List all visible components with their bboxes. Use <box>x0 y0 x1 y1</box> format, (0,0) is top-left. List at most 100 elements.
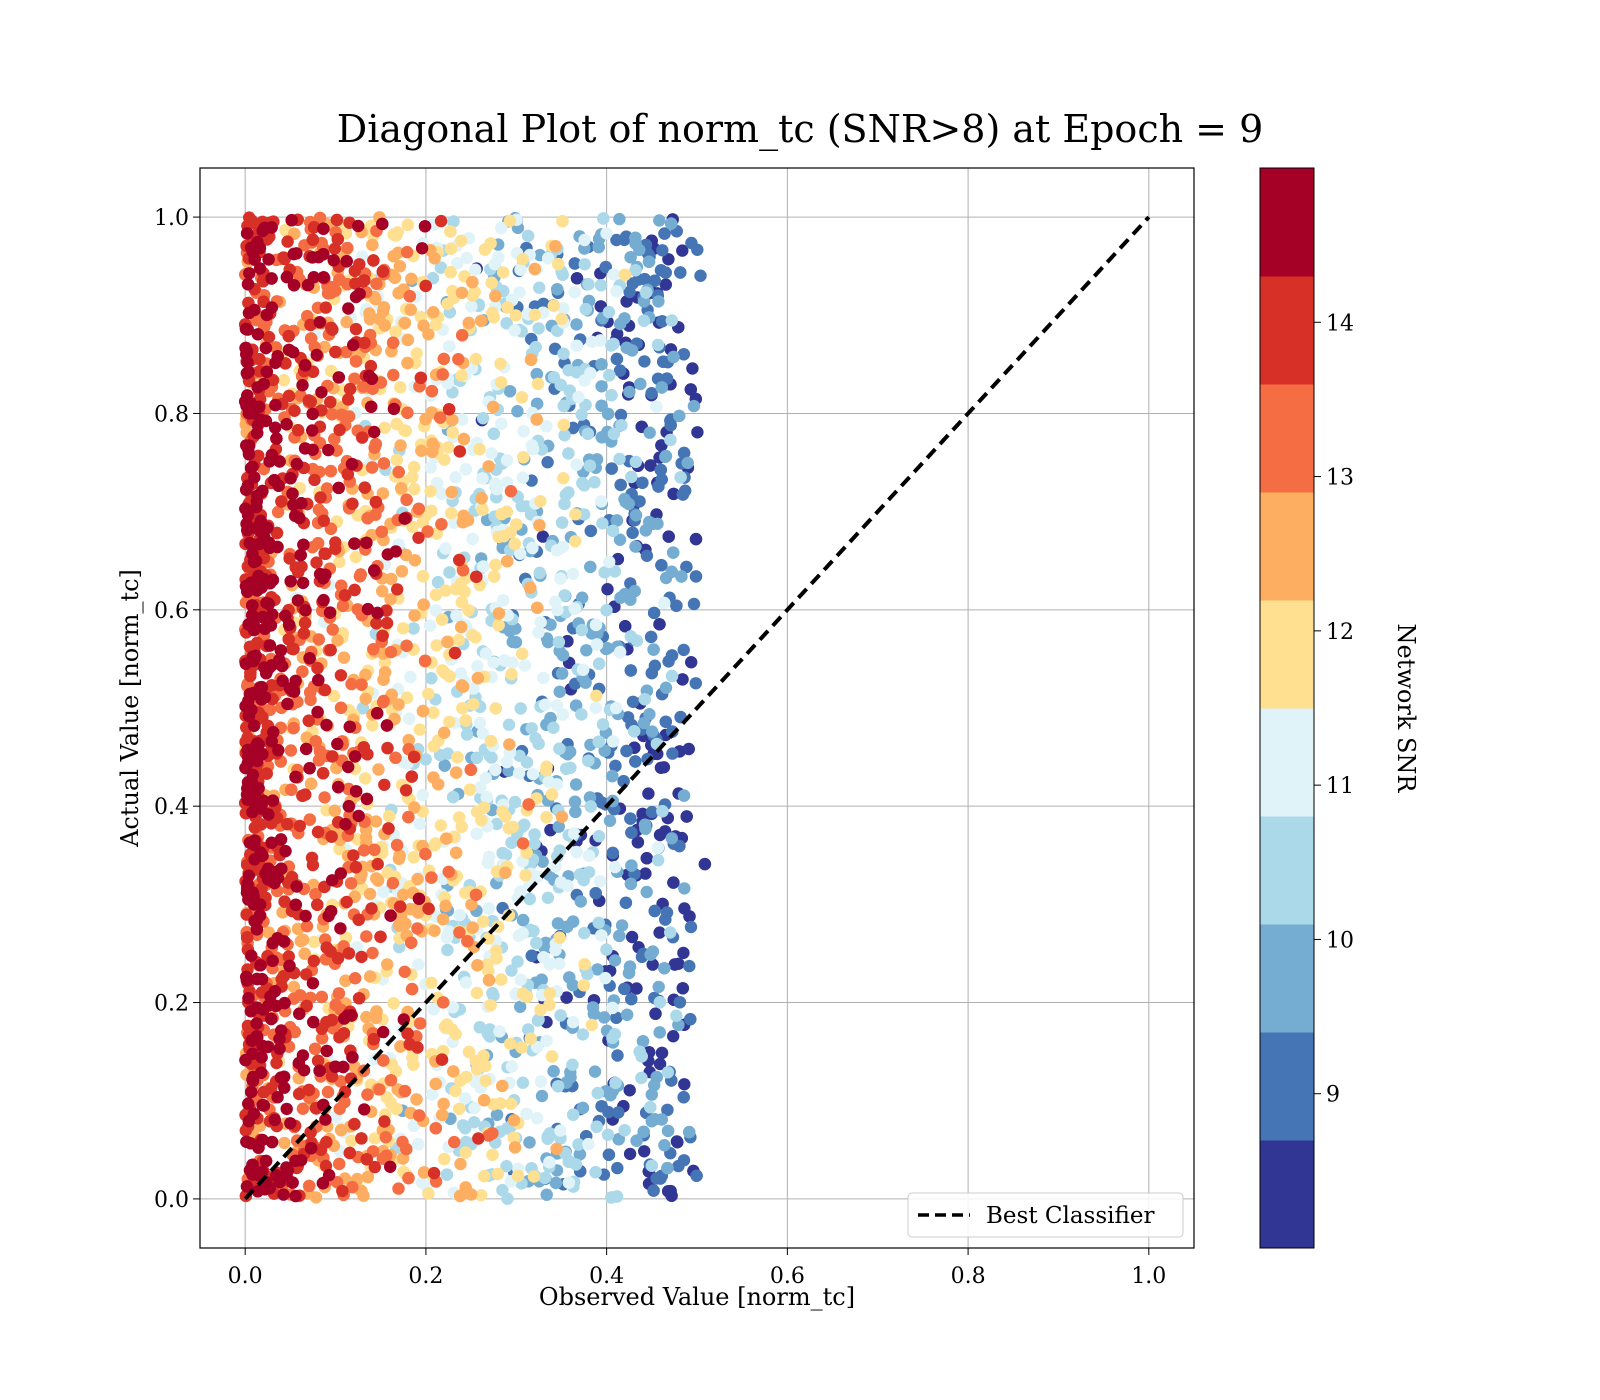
scatter-point <box>524 353 538 366</box>
scatter-point <box>629 509 643 522</box>
scatter-point <box>457 509 470 522</box>
scatter-point <box>403 290 416 303</box>
scatter-point <box>360 792 374 806</box>
scatter-point <box>659 681 673 694</box>
scatter-point <box>392 698 405 711</box>
scatter-point <box>540 764 553 777</box>
scatter-point <box>459 714 472 727</box>
scatter-point <box>601 1128 615 1141</box>
scatter-point <box>365 902 378 915</box>
scatter-point <box>288 1025 301 1039</box>
scatter-point <box>427 1166 441 1180</box>
scatter-point <box>619 620 632 633</box>
scatter-point <box>459 463 473 476</box>
scatter-point <box>450 846 463 859</box>
scatter-point <box>524 581 537 594</box>
scatter-point <box>358 1103 371 1116</box>
scatter-point <box>618 1124 631 1137</box>
scatter-point <box>330 213 344 227</box>
scatter-point <box>647 643 660 656</box>
scatter-point <box>455 286 469 299</box>
scatter-point <box>516 913 530 927</box>
scatter-point <box>678 1078 691 1091</box>
scatter-point <box>428 252 441 265</box>
scatter-point <box>643 708 656 721</box>
scatter-point <box>625 826 638 839</box>
scatter-point <box>356 275 370 288</box>
scatter-point <box>317 593 330 607</box>
scatter-point <box>428 839 441 852</box>
scatter-point <box>387 368 400 382</box>
scatter-point <box>643 426 656 439</box>
scatter-point <box>312 754 326 767</box>
scatter-point <box>516 1076 530 1089</box>
scatter-point <box>611 1161 624 1175</box>
scatter-point <box>407 851 420 864</box>
scatter-point <box>265 272 278 285</box>
scatter-point <box>439 542 452 555</box>
scatter-point <box>592 735 605 748</box>
scatter-point <box>492 607 506 620</box>
scatter-point <box>640 852 653 865</box>
scatter-point <box>425 871 438 884</box>
scatter-point <box>577 979 590 992</box>
scatter-point <box>659 571 673 585</box>
scatter-point <box>684 920 698 934</box>
scatter-point <box>376 265 389 278</box>
scatter-point <box>384 909 397 922</box>
scatter-point <box>254 959 267 972</box>
scatter-point <box>654 463 667 477</box>
scatter-point <box>592 916 605 929</box>
scatter-point <box>416 704 430 718</box>
scatter-point <box>594 334 607 347</box>
scatter-point <box>514 547 527 560</box>
scatter-point <box>316 767 330 780</box>
scatter-point <box>652 854 665 867</box>
scatter-point <box>429 1077 442 1091</box>
scatter-point <box>606 1001 619 1015</box>
scatter-point <box>377 885 390 899</box>
scatter-point <box>523 1136 536 1149</box>
scatter-point <box>629 755 642 768</box>
scatter-point <box>476 727 489 740</box>
scatter-point <box>486 1148 499 1162</box>
scatter-point <box>653 214 666 227</box>
scatter-point <box>319 301 332 314</box>
scatter-point <box>637 1125 650 1139</box>
scatter-point <box>356 702 370 715</box>
scatter-point <box>522 1023 535 1036</box>
scatter-point <box>624 812 637 825</box>
scatter-point <box>666 747 679 760</box>
scatter-point <box>487 656 500 669</box>
scatter-point <box>590 638 604 651</box>
scatter-point <box>603 555 616 569</box>
scatter-point <box>648 904 661 918</box>
scatter-point <box>426 1088 439 1101</box>
scatter-point <box>680 560 693 574</box>
scatter-point <box>686 362 699 375</box>
scatter-point <box>454 234 468 247</box>
scatter-point <box>540 1034 553 1048</box>
scatter-point <box>623 960 637 973</box>
scatter-point <box>678 902 691 915</box>
scatter-point <box>368 441 381 454</box>
scatter-point <box>443 670 456 683</box>
scatter-point <box>391 583 404 596</box>
scatter-point <box>439 1021 452 1034</box>
scatter-point <box>677 1091 690 1104</box>
scatter-point <box>436 913 450 926</box>
scatter-point <box>496 805 509 818</box>
scatter-point <box>430 639 443 652</box>
scatter-point <box>653 618 666 631</box>
scatter-point <box>474 781 487 794</box>
scatter-point <box>459 976 473 989</box>
scatter-point <box>566 567 580 581</box>
scatter-point <box>470 751 483 764</box>
scatter-point <box>319 547 332 560</box>
scatter-point <box>532 626 545 639</box>
scatter-point <box>276 659 289 673</box>
scatter-point <box>299 788 312 801</box>
scatter-point <box>455 413 469 426</box>
scatter-point <box>659 278 672 291</box>
